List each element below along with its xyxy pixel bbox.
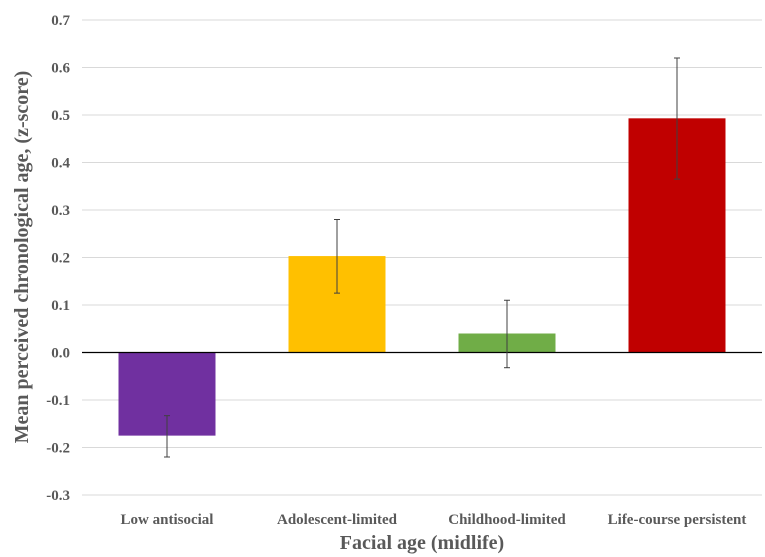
x-category-label: Low antisocial [121,512,214,528]
bars [118,118,726,436]
y-tick-label: 0.4 [51,156,70,172]
error-bars [164,57,680,458]
y-tick-label: 0.1 [51,298,70,314]
y-tick-label: -0.3 [46,488,70,504]
y-tick-label: 0.0 [51,346,70,362]
x-category-label: Adolescent-limited [277,512,398,528]
y-tick-label: 0.2 [51,251,70,267]
x-category-label: Childhood-limited [448,512,566,528]
y-tick-label: 0.6 [51,61,70,77]
y-axis-ticks: 0.7 0.6 0.5 0.4 0.3 0.2 0.1 0.0 -0.1 -0.2 -0.3 [46,13,70,504]
gridlines [82,19,762,496]
y-tick-label: -0.1 [46,393,70,409]
y-tick-label: 0.3 [51,203,70,219]
x-axis-title: Facial age (midlife) [340,532,504,554]
x-axis-categories: Low antisocial Adolescent-limited Childhoo… [121,512,747,528]
x-category-label: Life-course persistent [608,512,747,528]
y-tick-label: 0.7 [51,13,70,29]
y-axis-title: Mean perceived chronological age, (z-sco… [11,71,33,444]
y-tick-label: -0.2 [46,441,70,457]
y-tick-label: 0.5 [51,108,70,124]
